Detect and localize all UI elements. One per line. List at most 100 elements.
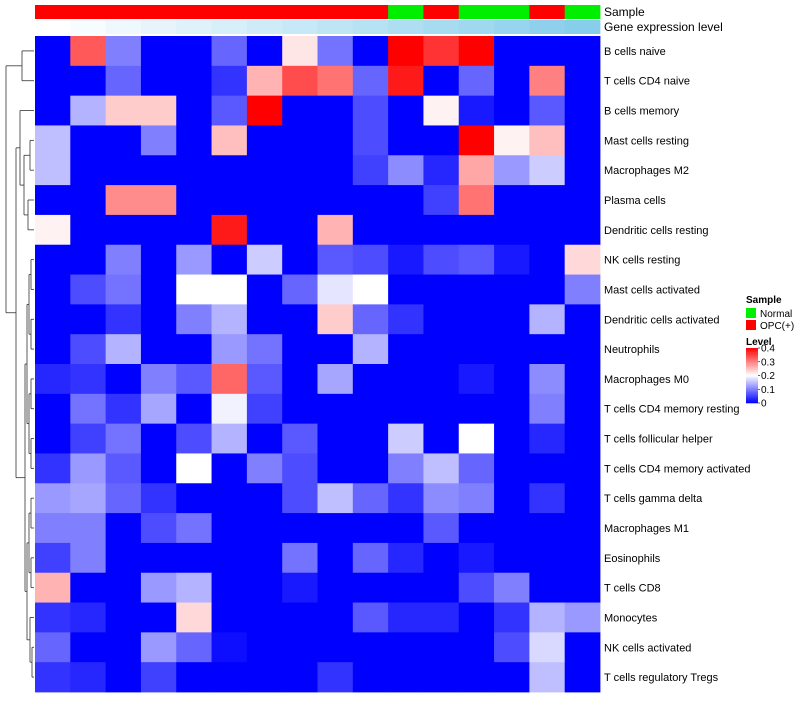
heatmap-cell <box>211 453 248 484</box>
legend-sample-title: Sample <box>746 295 782 306</box>
heatmap-cell <box>564 125 601 156</box>
heatmap-cell <box>564 662 601 693</box>
heatmap-cell <box>352 185 389 216</box>
heatmap-cell <box>317 214 354 246</box>
legend-sample-swatch <box>746 308 756 318</box>
heatmap-cell <box>140 155 177 186</box>
heatmap-cell <box>388 632 424 663</box>
heatmap-cell <box>211 542 248 574</box>
heatmap-cell <box>529 662 566 693</box>
heatmap-cell <box>105 95 142 126</box>
heatmap-cell <box>105 155 142 186</box>
legend-colorbar-segment <box>746 371 758 374</box>
legend-colorbar-segment <box>746 363 758 365</box>
legend-colorbar-segment <box>746 359 758 361</box>
heatmap-cell <box>282 453 318 484</box>
heatmap-cell <box>494 334 530 365</box>
heatmap-cell <box>105 453 142 484</box>
heatmap-cell <box>176 65 212 97</box>
heatmap-cell <box>317 155 354 186</box>
heatmap-cell <box>352 483 389 514</box>
heatmap-cell <box>317 542 354 574</box>
annotation-track-label: Sample <box>604 5 645 19</box>
heatmap-cell <box>529 483 566 514</box>
heatmap-cell <box>105 393 142 425</box>
heatmap-cell <box>494 393 530 425</box>
heatmap-cell <box>246 185 283 216</box>
heatmap-cell <box>282 364 318 395</box>
legend-sample-label: OPC(+) <box>760 321 794 332</box>
heatmap-cell <box>211 95 248 126</box>
heatmap-cell <box>458 185 495 216</box>
legend-colorbar-segment <box>746 376 758 379</box>
row-label: Dendritic cells resting <box>604 225 709 237</box>
heatmap-cell <box>423 393 460 425</box>
heatmap-cell <box>317 632 354 663</box>
legend-colorbar-segment <box>746 361 758 364</box>
heatmap-cell <box>211 423 248 454</box>
heatmap-cell <box>246 36 283 67</box>
heatmap-cell <box>529 36 566 67</box>
legend-colorbar-segment <box>746 357 758 360</box>
heatmap-cell <box>529 334 566 365</box>
row-label: Macrophages M1 <box>604 523 689 535</box>
heatmap-cell <box>246 453 283 484</box>
heatmap-cell <box>317 185 354 216</box>
heatmap-cell <box>105 632 142 663</box>
heatmap-cell <box>140 572 177 603</box>
heatmap-cell <box>388 393 424 425</box>
heatmap-cell <box>35 513 71 544</box>
heatmap-cell <box>352 453 389 484</box>
heatmap-cell <box>352 36 389 67</box>
heatmap-cell <box>211 662 248 693</box>
heatmap-cell <box>423 423 460 454</box>
heatmap-cell <box>246 274 283 305</box>
heatmap-cell <box>140 304 177 335</box>
heatmap-cell <box>458 483 495 514</box>
heatmap-cell <box>564 244 601 275</box>
heatmap-cell <box>564 364 601 395</box>
legend-colorbar-segment <box>746 392 758 394</box>
heatmap-cell <box>176 155 212 186</box>
heatmap-cell <box>176 304 212 335</box>
heatmap-cell <box>494 423 530 454</box>
heatmap-cell <box>423 513 460 544</box>
heatmap-cell <box>35 95 71 126</box>
heatmap-cell <box>423 334 460 365</box>
heatmap-cell <box>70 125 107 156</box>
heatmap-cell <box>246 393 283 425</box>
expression-annotation-cell <box>70 20 107 34</box>
heatmap-cell <box>352 393 389 425</box>
expression-annotation-cell <box>388 20 424 34</box>
heatmap-cell <box>494 36 530 67</box>
heatmap-cell <box>494 244 530 275</box>
expression-annotation-cell <box>494 20 530 34</box>
heatmap-cell <box>211 602 248 633</box>
expression-annotation-cell <box>317 20 354 34</box>
heatmap-cell <box>176 572 212 603</box>
heatmap-cell <box>494 95 530 126</box>
heatmap-cell <box>458 513 495 544</box>
sample-annotation-cell <box>494 5 530 19</box>
legend-tick-label: 0.1 <box>761 385 775 396</box>
heatmap-cell <box>458 453 495 484</box>
heatmap-cell <box>105 334 142 365</box>
heatmap-cell <box>388 513 424 544</box>
legend-colorbar-segment <box>746 365 758 368</box>
heatmap-cell <box>35 155 71 186</box>
expression-annotation-cell <box>176 20 212 34</box>
heatmap-cell <box>494 453 530 484</box>
heatmap-cell <box>105 662 142 693</box>
heatmap-cell <box>176 185 212 216</box>
heatmap-cell <box>176 662 212 693</box>
heatmap-cell <box>423 483 460 514</box>
row-label: T cells CD8 <box>604 583 661 595</box>
heatmap-cell <box>246 662 283 693</box>
heatmap-cell <box>282 244 318 275</box>
heatmap-cell <box>176 602 212 633</box>
heatmap-cell <box>564 632 601 663</box>
heatmap-cell <box>388 274 424 305</box>
legend-sample-swatch <box>746 320 756 330</box>
